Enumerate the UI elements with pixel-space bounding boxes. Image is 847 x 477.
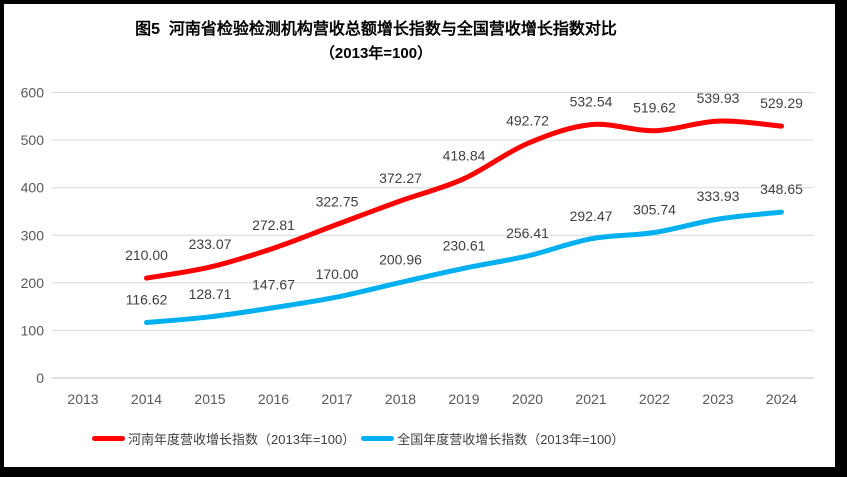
x-tick-label: 2019 — [448, 391, 479, 407]
series-line-0 — [144, 118, 784, 281]
data-label: 519.62 — [633, 100, 676, 116]
data-label: 539.93 — [697, 90, 740, 106]
legend-label-national: 全国年度营收增长指数（2013年=100） — [397, 431, 625, 447]
data-label: 116.62 — [126, 292, 168, 308]
legend-swatch-national-icon — [361, 435, 395, 441]
legend-label-henan: 河南年度营收增长指数（2013年=100） — [128, 431, 356, 447]
x-tick-label: 2023 — [702, 391, 733, 407]
data-label: 532.54 — [570, 94, 613, 110]
x-tick-label: 2017 — [321, 391, 352, 407]
data-label: 348.65 — [760, 181, 803, 197]
data-label: 170.00 — [316, 266, 359, 282]
chart-title-line1: 图5 河南省检验检测机构营收总额增长指数与全国营收增长指数对比 — [135, 21, 617, 38]
chart-legend: 河南年度营收增长指数（2013年=100） 全国年度营收增长指数（2013年=1… — [92, 429, 624, 448]
y-axis-tick-labels: 0 100 200 300 400 500 600 — [21, 85, 45, 387]
data-label: 372.27 — [379, 170, 422, 186]
y-tick-label: 0 — [36, 370, 44, 386]
x-tick-label: 2020 — [512, 391, 543, 407]
data-label: 230.61 — [443, 237, 486, 253]
legend-item-henan: 河南年度营收增长指数（2013年=100） — [92, 429, 355, 448]
y-tick-label: 300 — [21, 227, 45, 243]
data-label: 333.93 — [697, 188, 740, 204]
series-line-1 — [144, 209, 784, 325]
gridlines — [52, 92, 814, 379]
x-tick-label: 2016 — [258, 391, 289, 407]
x-tick-label: 2013 — [67, 391, 98, 407]
x-tick-label: 2014 — [131, 391, 162, 407]
data-label: 529.29 — [760, 95, 803, 111]
y-tick-label: 500 — [21, 132, 45, 148]
data-label: 272.81 — [252, 217, 295, 233]
chart-title: 图5 河南省检验检测机构营收总额增长指数与全国营收增长指数对比 （2013年=1… — [76, 18, 676, 66]
data-label: 292.47 — [570, 208, 613, 224]
data-label: 210.00 — [125, 247, 168, 263]
x-tick-label: 2021 — [575, 391, 606, 407]
data-labels-series-0: 210.00 233.07 272.81 322.75 372.27 418.84 492.… — [125, 90, 803, 263]
y-tick-label: 100 — [21, 322, 45, 338]
x-tick-label: 2024 — [766, 391, 797, 407]
data-label: 233.07 — [189, 236, 232, 252]
data-labels-series-1: 116.62 128.71 147.67 170.00 200.96 230.61 256.… — [126, 181, 804, 307]
x-tick-label: 2018 — [385, 391, 416, 407]
x-axis-tick-labels: 2013 2014 2015 2016 2017 2018 2019 2020 2021 2022… — [67, 391, 797, 407]
data-label: 492.72 — [506, 113, 549, 129]
data-label: 200.96 — [379, 251, 422, 267]
data-label: 256.41 — [506, 225, 549, 241]
data-label: 305.74 — [633, 202, 676, 218]
y-tick-label: 600 — [21, 85, 45, 101]
chart-title-line2: （2013年=100） — [319, 45, 433, 62]
legend-swatch-henan-icon — [92, 435, 125, 441]
y-tick-label: 400 — [21, 180, 45, 196]
x-tick-label: 2022 — [639, 391, 670, 407]
x-tick-label: 2015 — [194, 391, 225, 407]
y-tick-label: 200 — [21, 275, 45, 291]
data-label: 128.71 — [189, 286, 232, 302]
data-label: 418.84 — [443, 148, 486, 164]
data-label: 322.75 — [316, 193, 359, 209]
legend-item-national: 全国年度营收增长指数（2013年=100） — [361, 429, 624, 448]
data-label: 147.67 — [252, 277, 295, 293]
